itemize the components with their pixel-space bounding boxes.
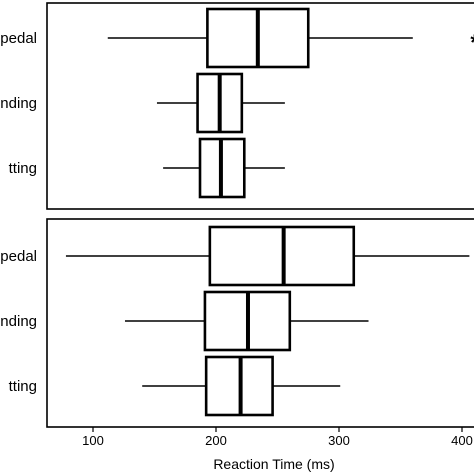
box-bipedal: pedal xyxy=(0,225,470,287)
category-label: tting xyxy=(9,160,37,177)
x-tick-label: 200 xyxy=(205,433,227,448)
box-sitting: tting xyxy=(9,137,285,199)
panel-2: pedal nding tting xyxy=(0,218,474,428)
outlier-marker: * xyxy=(470,30,474,55)
box-standing: nding xyxy=(0,72,285,134)
x-axis: 100 200 300 400 xyxy=(82,427,473,448)
category-label: pedal xyxy=(0,30,37,47)
category-label: tting xyxy=(9,378,37,395)
x-tick-label: 400 xyxy=(451,433,473,448)
box-sitting: tting xyxy=(9,355,341,417)
category-label: nding xyxy=(0,95,37,112)
panels-layer: * pedal nding tting pedal nding tting xyxy=(0,2,474,428)
box-standing: nding xyxy=(0,290,369,352)
x-tick-label: 100 xyxy=(82,433,104,448)
panel-1: * pedal nding tting xyxy=(0,2,474,210)
x-axis-title: Reaction Time (ms) xyxy=(213,456,334,472)
category-label: nding xyxy=(0,313,37,330)
category-label: pedal xyxy=(0,248,37,265)
box-bipedal: * pedal xyxy=(0,7,474,69)
x-tick-label: 300 xyxy=(328,433,350,448)
